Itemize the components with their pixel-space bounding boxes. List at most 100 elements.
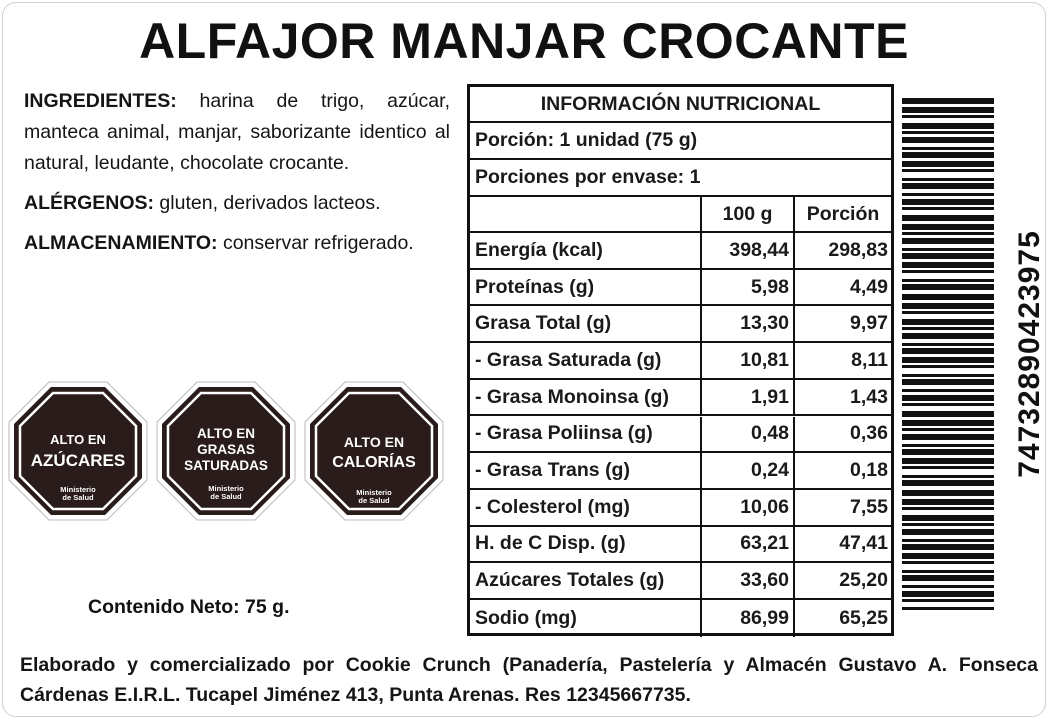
- barcode-bar: [902, 475, 994, 478]
- nutrient-value-100g: 398,44: [700, 233, 793, 268]
- barcode-bar: [902, 224, 994, 230]
- seal-ministry2: de Salud: [210, 492, 242, 501]
- column-header-portion: Porción: [793, 197, 891, 231]
- barcode-bar: [902, 115, 994, 118]
- seal-line1: ALTO EN: [196, 426, 255, 441]
- octagon-seal-icon: [156, 381, 296, 521]
- nutrition-row: Proteínas (g) 5,98 4,49: [470, 269, 891, 307]
- portion-text: Porción: 1 unidad (75 g): [475, 129, 698, 151]
- ingredients-label: INGREDIENTES:: [24, 90, 177, 112]
- barcode-bar: [902, 178, 994, 181]
- warning-seals: ALTO EN AZÚCARES Ministerio de Salud ALT…: [8, 381, 448, 521]
- barcode-bar: [902, 311, 994, 314]
- portion-row: Porción: 1 unidad (75 g): [470, 123, 891, 160]
- nutrient-name: H. de C Disp. (g): [475, 532, 626, 555]
- barcode-bar: [902, 123, 994, 129]
- nutrient-name: - Grasa Monoinsa (g): [475, 385, 669, 408]
- nutrient-name: Proteínas (g): [475, 275, 595, 298]
- nutrient-value-portion: 4,49: [793, 269, 891, 305]
- barcode-bar: [902, 411, 994, 417]
- barcode-bar: [902, 585, 994, 588]
- barcode-bar: [902, 357, 994, 363]
- barcode-bar: [902, 348, 994, 354]
- barcode-bar: [902, 183, 994, 189]
- seal-ministry2: de Salud: [62, 493, 94, 502]
- barcode-bar: [902, 238, 994, 244]
- barcode-number: 7473289042397​5: [1013, 230, 1046, 478]
- nutrient-value-portion: 0,36: [793, 416, 891, 452]
- nutrient-value-portion: 0,18: [793, 453, 891, 488]
- seal-ministry1: Ministerio: [60, 485, 96, 494]
- barcode-bar: [902, 523, 994, 526]
- storage-text: conservar refrigerado.: [217, 232, 414, 254]
- nutrient-value-portion: 298,83: [793, 233, 891, 268]
- manufacturer-footer: Elaborado y comercializado por Cookie Cr…: [20, 650, 1038, 710]
- nutrient-value-100g: 13,30: [700, 306, 793, 342]
- nutrient-name: Sodio (mg): [475, 606, 577, 629]
- manufacturer-text: Elaborado y comercializado por Cookie Cr…: [20, 654, 1038, 706]
- nutrition-table: INFORMACIÓN NUTRICIONAL Porción: 1 unida…: [467, 84, 894, 637]
- seal-ministry2: de Salud: [358, 496, 390, 505]
- barcode-bar: [902, 152, 994, 158]
- nutrient-name: Azúcares Totales (g): [475, 569, 665, 592]
- barcode-bar: [902, 515, 994, 521]
- barcode-bar: [902, 599, 994, 602]
- nutrient-value-portion: 7,55: [793, 489, 891, 525]
- barcode-bar: [902, 575, 994, 581]
- seal-high-saturated-fat: ALTO EN GRASAS SATURADAS Ministerio de S…: [156, 381, 296, 521]
- barcode-bar: [902, 147, 994, 150]
- storage-label: ALMACENAMIENTO:: [24, 232, 218, 254]
- barcode-bar: [902, 490, 994, 496]
- nutrition-row: - Grasa Monoinsa (g) 1,91 1,43: [470, 379, 891, 417]
- barcode-bar: [902, 279, 994, 282]
- barcode-bar: [902, 403, 994, 406]
- portions-per-pack-text: Porciones por envase: 1: [475, 166, 701, 188]
- barcode-bar: [902, 333, 994, 339]
- barcode-bar: [902, 374, 994, 377]
- barcode-bar: [902, 570, 994, 573]
- storage-paragraph: ALMACENAMIENTO: conservar refrigerado.: [24, 228, 450, 259]
- nutrient-name: Grasa Total (g): [475, 312, 612, 335]
- ingredients-paragraph: INGREDIENTES: harina de trigo, azúcar, m…: [24, 86, 450, 179]
- allergens-text: gluten, derivados lacteos.: [154, 192, 381, 214]
- nutrition-row: - Grasa Poliinsa (g) 0,48 0,36: [470, 416, 891, 454]
- seal-high-calories: ALTO EN CALORÍAS Ministerio de Salud: [304, 381, 444, 521]
- allergens-paragraph: ALÉRGENOS: gluten, derivados lacteos.: [24, 188, 450, 219]
- seal-ministry1: Ministerio: [208, 484, 244, 493]
- barcode-bar: [902, 248, 994, 251]
- nutrient-value-100g: 10,06: [700, 489, 793, 525]
- nutrient-value-100g: 1,91: [700, 379, 793, 415]
- product-title: ALFAJOR MANJAR CROCANTE: [139, 13, 909, 69]
- nutrient-value-100g: 10,81: [700, 343, 793, 378]
- barcode-bar: [902, 379, 994, 385]
- seal-ministry1: Ministerio: [356, 488, 392, 497]
- nutrition-row: Sodio (mg) 86,99 65,25: [470, 600, 891, 637]
- seal-line3: SATURADAS: [184, 458, 268, 473]
- nutrition-row: Grasa Total (g) 13,30 9,97: [470, 306, 891, 344]
- nutrient-value-portion: 1,43: [793, 379, 891, 415]
- barcode-bar: [902, 253, 994, 259]
- column-header-100g: 100 g: [700, 197, 793, 231]
- nutrient-name: - Colesterol (mg): [475, 495, 630, 518]
- nutrient-name: - Grasa Saturada (g): [475, 348, 662, 371]
- barcode-bar: [902, 434, 994, 440]
- column-header-row: 100 g Porción: [470, 197, 891, 233]
- barcode-bar: [902, 389, 994, 392]
- nutrient-name: - Grasa Trans (g): [475, 459, 630, 482]
- ingredients-text: harina de trigo, azúcar, manteca animal,…: [24, 90, 450, 174]
- nutrient-name: - Grasa Poliinsa (g): [475, 422, 653, 445]
- nutrient-value-100g: 86,99: [700, 600, 793, 637]
- barcode-icon: [902, 98, 994, 610]
- barcode-bar: [902, 420, 994, 426]
- seal-line2: AZÚCARES: [30, 451, 126, 470]
- barcode-bar: [902, 327, 994, 330]
- barcode-bar: [902, 262, 994, 268]
- barcode-bar: [902, 444, 994, 447]
- barcode-bar: [902, 591, 994, 597]
- barcode-bar: [902, 561, 994, 564]
- barcode-bar: [902, 449, 994, 455]
- net-content: Contenido Neto: 75 g.: [88, 596, 290, 618]
- seal-line1: ALTO EN: [50, 432, 106, 447]
- nutrition-row: Azúcares Totales (g) 33,60 25,20: [470, 563, 891, 600]
